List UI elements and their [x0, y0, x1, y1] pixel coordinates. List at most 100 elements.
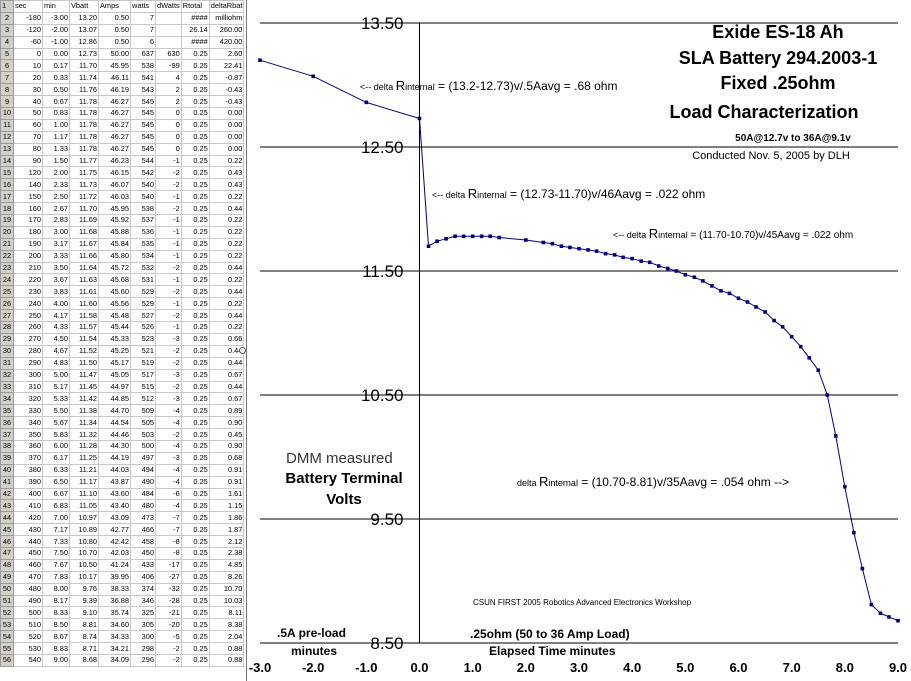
table-cell[interactable]: 325	[130, 606, 156, 620]
row-number[interactable]: 54	[0, 630, 14, 644]
table-cell[interactable]: 0.22	[208, 249, 245, 263]
table-cell[interactable]: 480	[130, 499, 156, 513]
table-cell[interactable]	[155, 11, 182, 25]
table-cell[interactable]: 0.25	[180, 523, 210, 537]
row-number[interactable]: 3	[0, 23, 14, 37]
table-cell[interactable]: -1.00	[42, 35, 70, 49]
table-cell[interactable]: 541	[130, 71, 156, 85]
table-cell[interactable]: 11.78	[69, 118, 99, 132]
table-cell[interactable]: 5.17	[42, 380, 70, 394]
table-cell[interactable]: 260.00	[208, 23, 245, 37]
table-cell[interactable]: 2	[155, 83, 182, 97]
row-number[interactable]: 11	[0, 118, 14, 132]
table-cell[interactable]: 6.17	[42, 451, 70, 465]
table-cell[interactable]: 470	[13, 570, 43, 584]
table-cell[interactable]: 2.60	[208, 47, 245, 61]
table-cell[interactable]: 346	[130, 594, 156, 608]
row-number[interactable]: 29	[0, 332, 14, 346]
table-cell[interactable]: -8	[155, 546, 182, 560]
table-cell[interactable]	[155, 35, 182, 49]
table-cell[interactable]: 9.10	[69, 606, 99, 620]
table-cell[interactable]: 0.50	[42, 83, 70, 97]
row-number[interactable]: 48	[0, 558, 14, 572]
table-cell[interactable]: 4.00	[42, 297, 70, 311]
table-cell[interactable]: -0.43	[208, 83, 245, 97]
table-cell[interactable]: 0.25	[180, 642, 210, 655]
table-cell[interactable]: 0.88	[208, 642, 245, 655]
row-number[interactable]: 33	[0, 380, 14, 394]
row-number[interactable]: 20	[0, 225, 14, 239]
table-cell[interactable]: 45.95	[98, 202, 131, 216]
table-cell[interactable]: 0.68	[208, 451, 245, 465]
table-cell[interactable]: -21	[155, 606, 182, 620]
table-cell[interactable]: 0.43	[208, 166, 245, 180]
table-cell[interactable]: 473	[130, 511, 156, 525]
table-cell[interactable]: 13.20	[69, 11, 99, 25]
row-number[interactable]: 43	[0, 499, 14, 513]
table-cell[interactable]: 60	[13, 118, 43, 132]
table-cell[interactable]: -2	[155, 653, 182, 667]
table-cell[interactable]: 0.25	[180, 237, 210, 251]
table-cell[interactable]: 430	[13, 523, 43, 537]
table-cell[interactable]: 0.50	[98, 23, 131, 37]
row-number[interactable]: 6	[0, 59, 14, 73]
table-cell[interactable]: 0.44	[208, 285, 245, 299]
table-cell[interactable]: -60	[13, 35, 43, 49]
table-cell[interactable]: 536	[130, 225, 156, 239]
table-cell[interactable]: 545	[130, 118, 156, 132]
table-cell[interactable]: 1.87	[208, 523, 245, 537]
table-cell[interactable]: 270	[13, 332, 43, 346]
table-cell[interactable]: 10.97	[69, 511, 99, 525]
table-cell[interactable]: -2	[155, 166, 182, 180]
table-cell[interactable]: 11.66	[69, 249, 99, 263]
table-cell[interactable]: 40	[13, 95, 43, 109]
table-cell[interactable]: 534	[130, 249, 156, 263]
spreadsheet-pane[interactable]: 1 sec min Vbatt Amps watts dWatts Rtotal deltaRb…	[0, 0, 246, 681]
row-number[interactable]: 38	[0, 439, 14, 453]
table-cell[interactable]: 41.24	[98, 558, 131, 572]
table-cell[interactable]: 70	[13, 130, 43, 144]
table-cell[interactable]: -1	[155, 190, 182, 204]
table-cell[interactable]: 11.67	[69, 237, 99, 251]
table-cell[interactable]: 529	[130, 297, 156, 311]
table-cell[interactable]: 380	[13, 463, 43, 477]
table-cell[interactable]: 4.85	[208, 558, 245, 572]
table-cell[interactable]: 340	[13, 416, 43, 430]
table-cell[interactable]: 0.25	[180, 511, 210, 525]
table-cell[interactable]: 0.25	[180, 297, 210, 311]
table-cell[interactable]: 44.30	[98, 439, 131, 453]
table-cell[interactable]: 50.00	[98, 47, 131, 61]
table-cell[interactable]: 521	[130, 344, 156, 358]
table-cell[interactable]: 0.25	[180, 107, 210, 120]
table-cell[interactable]: 2.33	[42, 178, 70, 192]
table-cell[interactable]: 46.27	[98, 130, 131, 144]
table-cell[interactable]: 11.78	[69, 107, 99, 120]
table-cell[interactable]: 45.60	[98, 285, 131, 299]
table-cell[interactable]: 44.97	[98, 380, 131, 394]
table-cell[interactable]: 8.68	[69, 653, 99, 667]
table-cell[interactable]: 520	[13, 630, 43, 644]
table-cell[interactable]: 200	[13, 249, 43, 263]
table-cell[interactable]: 0.25	[180, 630, 210, 644]
table-cell[interactable]: 390	[13, 475, 43, 489]
table-cell[interactable]: 0.25	[180, 582, 210, 596]
table-cell[interactable]: 50	[13, 107, 43, 120]
table-cell[interactable]: 7.50	[42, 546, 70, 560]
table-cell[interactable]: 210	[13, 261, 43, 275]
table-cell[interactable]: 490	[13, 594, 43, 608]
table-cell[interactable]: 46.15	[98, 166, 131, 180]
table-cell[interactable]: 440	[13, 535, 43, 548]
table-cell[interactable]: 20	[13, 71, 43, 85]
table-cell[interactable]: -2	[155, 178, 182, 192]
table-cell[interactable]: 11.50	[69, 356, 99, 370]
table-cell[interactable]: -5	[155, 630, 182, 644]
table-cell[interactable]: 500	[13, 606, 43, 620]
table-cell[interactable]: -3	[155, 392, 182, 406]
table-cell[interactable]: -120	[13, 23, 43, 37]
table-cell[interactable]: 250	[13, 309, 43, 323]
header-cell[interactable]: Vbatt	[69, 0, 99, 13]
table-cell[interactable]: 7	[130, 23, 156, 37]
table-cell[interactable]: 170	[13, 214, 43, 227]
table-cell[interactable]: 535	[130, 237, 156, 251]
table-cell[interactable]: 540	[130, 190, 156, 204]
